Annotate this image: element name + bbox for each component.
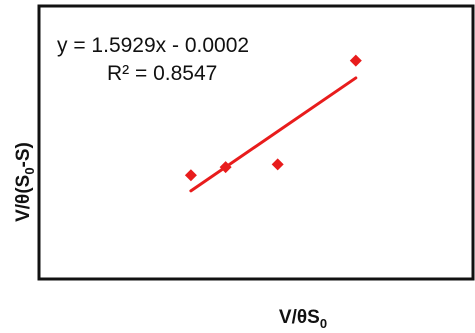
data-point-4 xyxy=(349,54,362,67)
y-axis-title-pre: V/θ(S xyxy=(13,175,34,222)
trendline-equation: y = 1.5929x - 0.0002 xyxy=(57,34,249,57)
trendline xyxy=(189,76,358,193)
data-point-3 xyxy=(271,158,284,171)
y-axis-title-subscript: 0 xyxy=(22,167,37,174)
r-squared-label: R² = 0.8547 xyxy=(107,62,217,85)
plot-area-frame xyxy=(37,4,475,281)
y-axis-title: V/θ(S0-S) xyxy=(13,142,37,222)
x-axis-title-subscript: 0 xyxy=(320,316,327,331)
data-point-2 xyxy=(219,161,232,174)
data-point-1 xyxy=(184,169,197,182)
data-marks xyxy=(184,54,362,193)
x-axis-title-main: V/θS xyxy=(279,307,320,328)
x-axis-title: V/θS0 xyxy=(279,307,327,331)
y-axis-title-post: -S) xyxy=(13,142,34,167)
